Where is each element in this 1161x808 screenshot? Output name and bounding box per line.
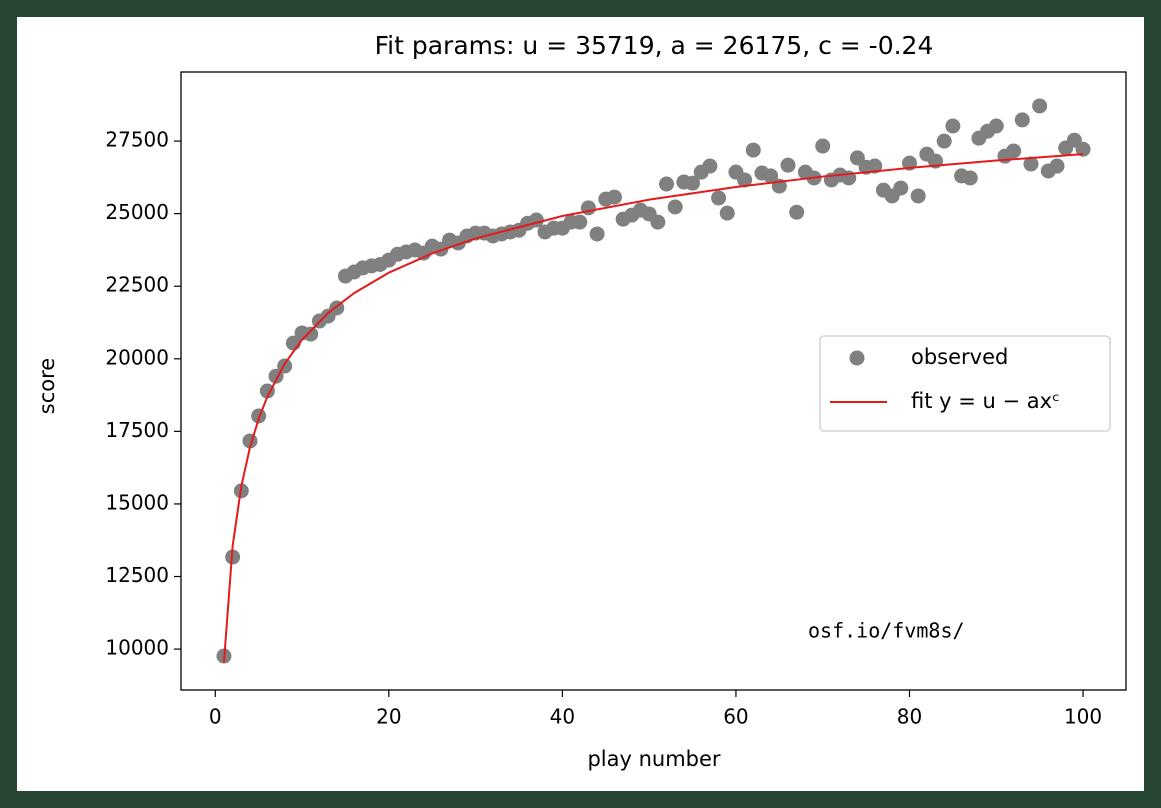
plot-frame: [180, 71, 1127, 691]
x-axis-label: play number: [587, 747, 720, 771]
y-tick-label: 17500: [105, 418, 169, 442]
data-point: [572, 214, 588, 230]
y-tick-label: 25000: [105, 200, 169, 224]
data-point: [893, 180, 909, 196]
legend-marker: [849, 350, 865, 366]
data-point: [867, 158, 883, 174]
legend-box: [819, 335, 1111, 432]
chart-title: Fit params: u = 35719, a = 26175, c = -0…: [375, 31, 934, 60]
data-point: [303, 326, 319, 342]
fit-line: [222, 153, 1084, 663]
annotation: osf.io/fvm8s/: [808, 619, 965, 643]
data-point: [745, 142, 761, 158]
data-point: [945, 118, 961, 134]
x-tick-label: 20: [376, 705, 401, 729]
y-tick-label: 22500: [105, 273, 169, 297]
y-tick-label: 12500: [105, 563, 169, 587]
x-tick-label: 100: [1064, 705, 1102, 729]
data-point: [719, 205, 735, 221]
data-point: [259, 383, 275, 399]
data-point: [936, 133, 952, 149]
data-point: [277, 358, 293, 374]
data-point: [589, 226, 605, 242]
legend-label: fit y = u − axᶜ: [911, 389, 1060, 413]
data-point: [659, 176, 675, 192]
x-tick-label: 40: [550, 705, 575, 729]
data-point: [988, 118, 1004, 134]
data-point: [1014, 112, 1030, 128]
data-point: [962, 170, 978, 186]
data-point: [737, 172, 753, 188]
data-point: [780, 157, 796, 173]
data-point: [667, 199, 683, 215]
y-tick-label: 10000: [105, 636, 169, 660]
y-tick-label: 20000: [105, 345, 169, 369]
data-point: [763, 168, 779, 184]
data-point: [251, 408, 267, 424]
data-point: [1049, 158, 1065, 174]
data-point: [711, 190, 727, 206]
data-point: [1023, 156, 1039, 172]
data-point: [1006, 143, 1022, 159]
y-axis-label: score: [35, 358, 59, 414]
legend-label: observed: [911, 345, 1008, 369]
data-point: [1032, 98, 1048, 114]
y-tick-label: 15000: [105, 490, 169, 514]
data-point: [815, 138, 831, 154]
data-point: [685, 175, 701, 191]
data-point: [789, 204, 805, 220]
data-point: [910, 188, 926, 204]
x-tick-label: 60: [723, 705, 748, 729]
data-point: [650, 214, 666, 230]
data-point: [1075, 141, 1091, 157]
data-point: [606, 189, 622, 205]
x-tick-label: 0: [209, 705, 222, 729]
x-tick-label: 80: [897, 705, 922, 729]
y-tick-label: 27500: [105, 128, 169, 152]
data-point: [702, 158, 718, 174]
